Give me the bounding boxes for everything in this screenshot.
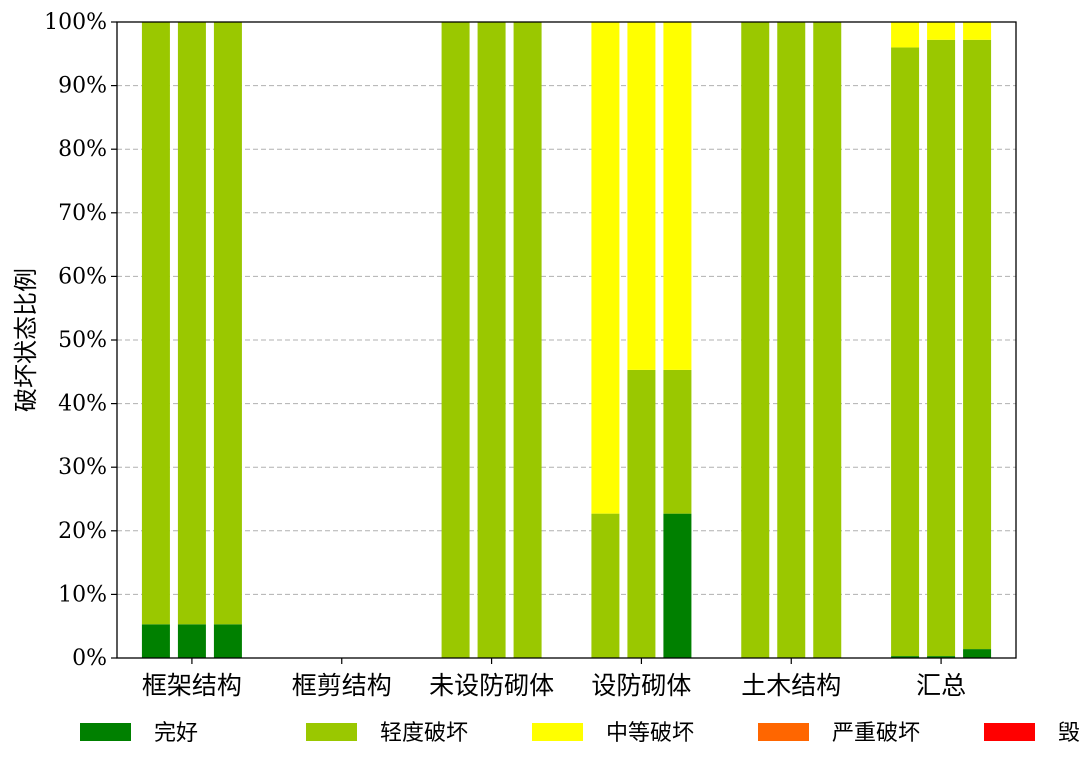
bar-segment	[777, 22, 806, 658]
bar-segment	[663, 369, 692, 514]
y-axis-title: 破坏状态比例	[12, 268, 40, 412]
y-tick-label: 80%	[58, 137, 107, 162]
bar-segment	[213, 624, 242, 658]
x-category-label: 汇总	[916, 671, 966, 700]
legend-swatch	[984, 723, 1035, 741]
gridlines	[117, 85, 1016, 595]
bar-segment	[963, 22, 992, 40]
y-tick-label: 40%	[58, 392, 107, 417]
bar-segment	[813, 22, 842, 658]
legend-label: 严重破坏	[832, 721, 920, 746]
bar-segment	[177, 624, 206, 658]
y-axis-ticks: 0% 10% 20% 30% 40% 50% 60% 70% 80% 90% 100%	[44, 10, 117, 671]
bar-segment	[627, 22, 656, 370]
legend-swatch	[306, 723, 357, 741]
legend-label: 毁坏	[1058, 721, 1080, 746]
bar-segment	[477, 22, 506, 658]
y-tick-label: 70%	[58, 201, 107, 226]
legend-swatch	[532, 723, 583, 741]
bar-segment	[963, 649, 992, 658]
x-category-label: 未设防砌体	[429, 671, 554, 700]
bars	[141, 22, 992, 658]
x-category-label: 框架结构	[142, 671, 242, 700]
bar-segment	[627, 369, 656, 658]
bar-segment	[591, 513, 620, 658]
bar-segment	[141, 624, 170, 658]
legend-swatch	[758, 723, 809, 741]
bar-segment	[591, 22, 620, 514]
y-tick-label: 20%	[58, 519, 107, 544]
y-tick-label: 30%	[58, 455, 107, 480]
legend-label: 中等破坏	[606, 721, 694, 746]
y-tick-label: 90%	[58, 74, 107, 99]
bar-segment	[513, 22, 542, 658]
bar-segment	[927, 22, 956, 40]
bar-segment	[141, 22, 170, 625]
x-axis-ticks: 框架结构 框剪结构 未设防砌体 设防砌体 土木结构 汇总	[142, 658, 966, 700]
legend: 完好 轻度破坏 中等破坏 严重破坏 毁坏	[80, 721, 1080, 746]
y-tick-label: 100%	[44, 10, 107, 35]
legend-label: 轻度破坏	[380, 721, 468, 746]
bar-segment	[891, 47, 920, 657]
y-tick-label: 0%	[72, 646, 107, 671]
bar-segment	[663, 22, 692, 370]
bar-segment	[741, 22, 770, 658]
bar-segment	[927, 39, 956, 657]
bar-segment	[213, 22, 242, 625]
bar-segment	[927, 656, 956, 658]
x-category-label: 框剪结构	[292, 671, 392, 700]
y-tick-label: 60%	[58, 264, 107, 289]
y-tick-label: 10%	[58, 582, 107, 607]
legend-label: 完好	[154, 721, 198, 746]
bar-segment	[963, 39, 992, 650]
bar-segment	[891, 656, 920, 658]
x-category-label: 土木结构	[741, 671, 841, 700]
x-category-label: 设防砌体	[591, 671, 691, 700]
y-tick-label: 50%	[58, 328, 107, 353]
bar-segment	[441, 22, 470, 658]
bar-segment	[663, 513, 692, 658]
legend-swatch	[80, 723, 131, 741]
bar-segment	[891, 22, 920, 48]
bar-segment	[177, 22, 206, 625]
